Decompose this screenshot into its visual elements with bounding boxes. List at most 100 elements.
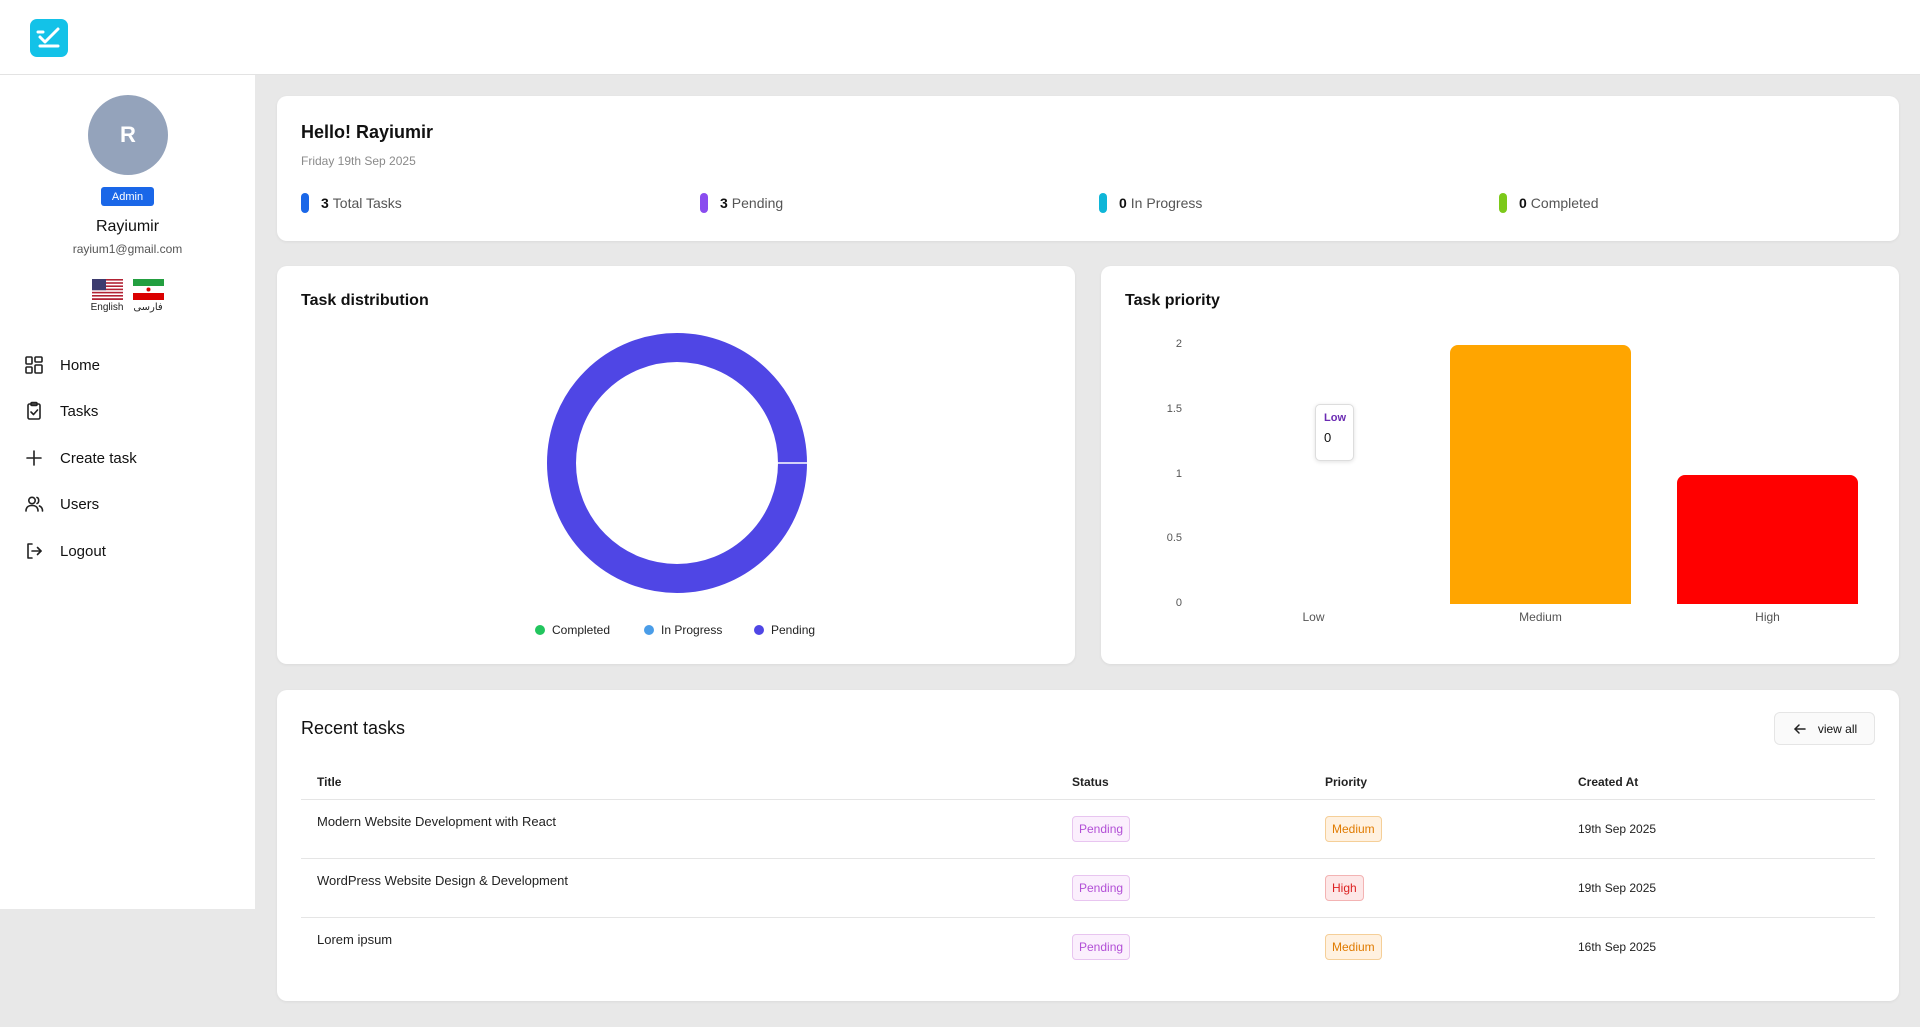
legend-item-pending[interactable]: Pending (754, 623, 815, 637)
stat-value: 3 (321, 195, 329, 211)
arrow-left-icon (1794, 723, 1806, 734)
status-badge: Pending (1072, 816, 1131, 842)
stat-value: 0 (1519, 195, 1527, 211)
column-header-title: Title (317, 775, 342, 789)
user-name: Rayiumir (95, 218, 160, 235)
chart-tooltip: Low 0 (1315, 404, 1354, 461)
y-axis-tick: 2 (1175, 338, 1182, 350)
task-distribution-card: Task distribution Completed In Progress … (277, 266, 1075, 664)
avatar: R (88, 95, 168, 175)
y-axis-tick: 0.5 (1166, 532, 1182, 545)
tooltip-label: Low (1324, 412, 1346, 424)
stat-completed: 0 Completed (1499, 193, 1599, 213)
stat-label: Total Tasks (332, 195, 402, 211)
nav-label: Home (60, 356, 101, 374)
grid-icon (24, 355, 44, 375)
greeting-title: Hello! Rayiumir (301, 122, 434, 142)
legend-item-in-progress[interactable]: In Progress (644, 623, 722, 637)
distribution-title: Task distribution (301, 292, 429, 309)
y-axis-tick: 1 (1175, 467, 1182, 480)
plus-icon (24, 448, 44, 468)
nav-item-logout[interactable]: Logout (24, 536, 234, 566)
x-axis-label: High (1755, 610, 1780, 624)
donut-slice-pending[interactable] (547, 333, 807, 593)
stat-indicator (301, 193, 309, 213)
column-header-created-at: Created At (1578, 775, 1639, 789)
current-date: Friday 19th Sep 2025 (301, 154, 416, 168)
role-badge: Admin (101, 187, 154, 206)
stat-indicator (1099, 193, 1107, 213)
legend-label: Completed (552, 623, 611, 637)
legend-label: In Progress (661, 623, 723, 637)
legend-dot (644, 625, 654, 635)
language-label: English (90, 302, 124, 313)
bar-high[interactable] (1677, 474, 1858, 604)
user-email: rayium1@gmail.com (72, 242, 183, 256)
table-row[interactable]: Lorem ipsum Pending Medium 16th Sep 2025 (301, 918, 1875, 977)
view-all-label: view all (1817, 721, 1858, 736)
column-header-status: Status (1072, 775, 1109, 789)
table-header-row: Title Status Priority Created At (301, 762, 1875, 800)
status-badge: Pending (1072, 875, 1131, 901)
recent-tasks-table: Title Status Priority Created At Modern … (301, 762, 1875, 977)
nav-label: Tasks (60, 402, 99, 420)
nav-item-create-task[interactable]: Create task (24, 443, 234, 473)
y-axis-tick: 1.5 (1166, 402, 1182, 415)
stat-label: In Progress (1130, 195, 1203, 211)
stat-value: 0 (1119, 195, 1127, 211)
nav-label: Users (60, 495, 100, 513)
nav-label: Create task (60, 449, 137, 467)
top-bar (0, 0, 1920, 75)
stat-indicator (700, 193, 708, 213)
y-axis-tick: 0 (1175, 597, 1182, 609)
legend-dot (535, 625, 545, 635)
nav-item-tasks[interactable]: Tasks (24, 396, 234, 426)
task-title[interactable]: Modern Website Development with React (317, 814, 556, 829)
tooltip-value: 0 (1324, 430, 1332, 445)
task-title[interactable]: WordPress Website Design & Development (317, 873, 568, 888)
stat-indicator (1499, 193, 1507, 213)
priority-title: Task priority (1125, 292, 1220, 309)
language-english[interactable]: English (87, 279, 127, 313)
table-row[interactable]: WordPress Website Design & Development P… (301, 859, 1875, 918)
logout-icon (24, 541, 44, 561)
iran-flag-icon (132, 279, 164, 300)
sidebar: R Admin Rayiumir rayium1@gmail.com Engli… (0, 75, 255, 909)
x-axis-label: Medium (1519, 610, 1562, 624)
stat-in-progress: 0 In Progress (1099, 193, 1202, 213)
legend-dot (754, 625, 764, 635)
clipboard-check-icon (24, 401, 44, 421)
stat-label: Pending (731, 195, 784, 211)
nav-item-home[interactable]: Home (24, 350, 234, 380)
priority-badge: Medium (1325, 934, 1382, 960)
language-label: فارسی (133, 302, 163, 313)
created-date: 19th Sep 2025 (1578, 881, 1657, 895)
task-title[interactable]: Lorem ipsum (317, 932, 393, 947)
created-date: 16th Sep 2025 (1578, 940, 1657, 954)
table-row[interactable]: Modern Website Development with React Pe… (301, 800, 1875, 859)
donut-chart (547, 333, 807, 593)
nav-item-users[interactable]: Users (24, 489, 234, 519)
language-persian[interactable]: فارسی (128, 279, 168, 313)
priority-badge: Medium (1325, 816, 1382, 842)
us-flag-icon (91, 279, 123, 300)
stat-total-tasks: 3 Total Tasks (301, 193, 402, 213)
status-badge: Pending (1072, 934, 1131, 960)
overview-card: Hello! Rayiumir Friday 19th Sep 2025 3 T… (277, 96, 1899, 241)
legend-label: Pending (771, 623, 816, 637)
stat-label: Completed (1530, 195, 1599, 211)
stat-pending: 3 Pending (700, 193, 783, 213)
nav-label: Logout (60, 542, 106, 560)
bar-medium[interactable] (1450, 345, 1631, 604)
users-icon (24, 494, 44, 514)
task-priority-card: Task priority Low 0 0 0.5 1 1.5 2 Low Medium Hi… (1101, 266, 1899, 664)
stat-value: 3 (720, 195, 728, 211)
legend-item-completed[interactable]: Completed (535, 623, 610, 637)
view-all-button[interactable]: view all (1774, 712, 1875, 745)
x-axis-label: Low (1302, 610, 1325, 624)
recent-tasks-card: Recent tasks view all Title Status Prior… (277, 690, 1899, 1001)
app-logo-icon[interactable] (30, 19, 68, 57)
column-header-priority: Priority (1325, 775, 1368, 789)
priority-badge: High (1325, 875, 1364, 901)
recent-tasks-title: Recent tasks (301, 718, 406, 738)
